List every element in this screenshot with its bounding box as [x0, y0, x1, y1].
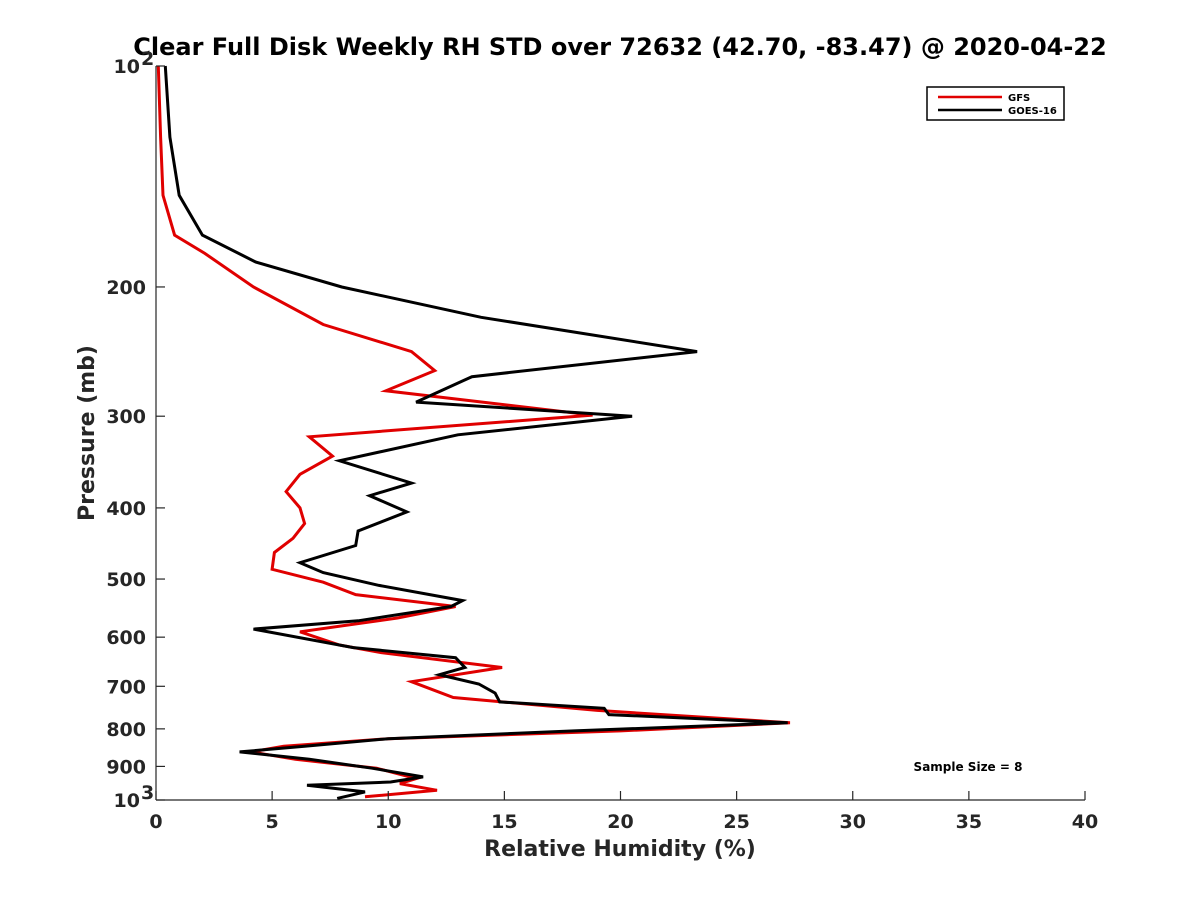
- y-tick-exponent: 3: [141, 782, 154, 804]
- y-tick-label: 200: [106, 277, 146, 299]
- series-line-goes16: [163, 65, 788, 800]
- y-tick-label: 800: [106, 719, 146, 741]
- chart-title: Clear Full Disk Weekly RH STD over 72632…: [133, 33, 1106, 61]
- y-tick-label: 500: [106, 569, 146, 591]
- x-tick-label: 0: [149, 811, 162, 833]
- y-tick-label: 600: [106, 627, 146, 649]
- x-tick-label: 25: [723, 811, 749, 833]
- x-tick-label: 15: [491, 811, 517, 833]
- plot-lines: [156, 65, 791, 800]
- legend: GFS GOES-16: [926, 86, 1065, 121]
- x-tick-label: 5: [266, 811, 279, 833]
- y-axis-label: Pressure (mb): [75, 345, 100, 521]
- y-tick-label: 700: [106, 676, 146, 698]
- x-tick-label: 35: [956, 811, 982, 833]
- x-axis-label: Relative Humidity (%): [484, 837, 756, 862]
- y-tick-label: 10: [114, 790, 140, 812]
- y-tick-label: 300: [106, 406, 146, 428]
- x-tick-label: 20: [607, 811, 633, 833]
- x-tick-label: 30: [840, 811, 866, 833]
- legend-box: [926, 86, 1065, 121]
- legend-label-gfs: GFS: [1008, 93, 1030, 104]
- y-tick-label: 400: [106, 498, 146, 520]
- y-tick-exponent: 2: [141, 48, 154, 70]
- x-tick-label: 40: [1072, 811, 1098, 833]
- legend-label-goes16: GOES-16: [1008, 106, 1057, 117]
- y-tick-label: 10: [114, 56, 140, 78]
- x-ticks: 0 5 10 15 20 25 30 35 40: [149, 791, 1098, 833]
- sample-size-annotation: Sample Size = 8: [914, 760, 1023, 774]
- y-tick-label: 900: [106, 756, 146, 778]
- x-tick-label: 10: [375, 811, 401, 833]
